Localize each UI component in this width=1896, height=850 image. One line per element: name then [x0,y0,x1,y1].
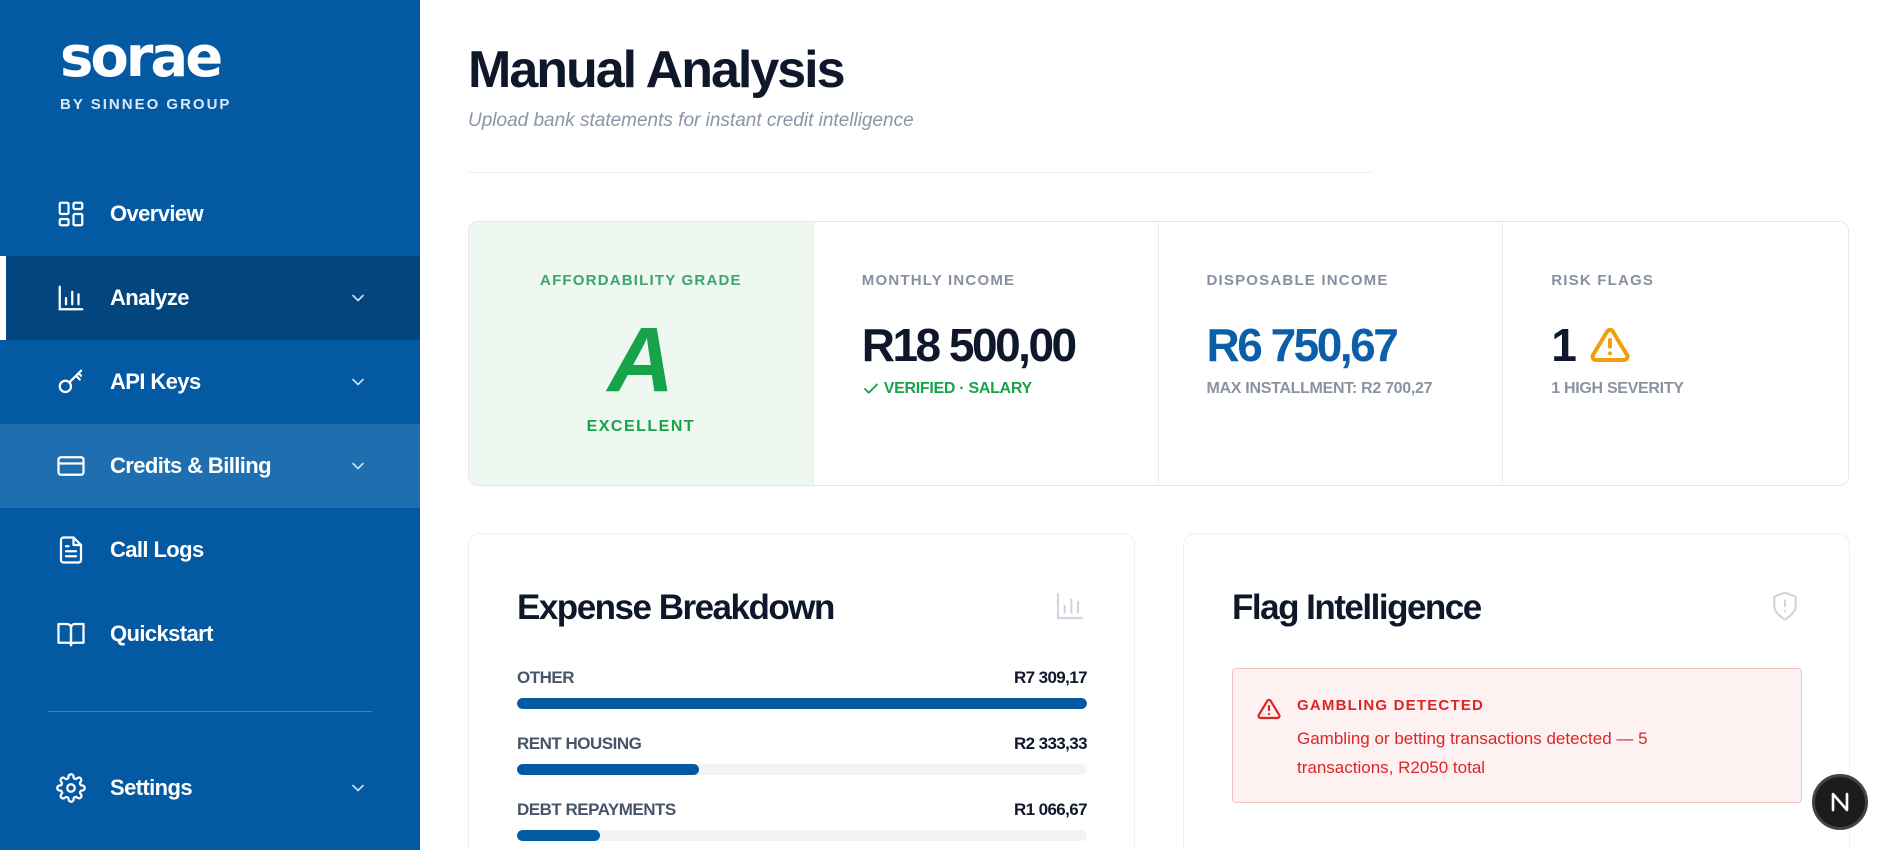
stat-label: MONTHLY INCOME [861,272,1016,289]
expense-bar-track [517,830,1087,841]
expense-bar-fill [517,698,1087,709]
stat-note: 1 HIGH SEVERITY [1551,380,1684,397]
expense-category: RENT HOUSING [517,734,642,753]
stat-label: DISPOSABLE INCOME [1206,272,1389,289]
dev-tools-badge[interactable] [1812,774,1868,830]
sidebar-divider [48,711,372,712]
list-item: OTHER R7 309,17 [517,668,1088,734]
sidebar-item-overview[interactable]: Overview [0,172,420,256]
stat-monthly-income: MONTHLY INCOME R18 500,00 VERIFIED · SAL… [814,222,1159,485]
expense-category: DEBT REPAYMENTS [517,800,676,819]
flag-title: GAMBLING DETECTED [1297,697,1485,714]
book-open-icon [56,619,86,649]
stat-label: RISK FLAGS [1551,272,1655,289]
sidebar-item-label: Call Logs [110,537,204,562]
risk-value-row: 1 [1551,320,1631,370]
sidebar-item-label: Overview [110,201,204,226]
n-logo-icon [1831,792,1849,812]
gear-icon [56,773,86,803]
title-divider [468,172,1373,173]
stat-disposable-income: DISPOSABLE INCOME R6 750,67 MAX INSTALLM… [1159,222,1504,485]
expense-bar-track [517,698,1087,709]
list-item: RENT HOUSING R2 333,33 [517,734,1088,800]
flag-alert[interactable]: GAMBLING DETECTED Gambling or betting tr… [1232,668,1802,803]
grade-rating: EXCELLENT [586,418,696,435]
brand-tagline: BY SINNEO GROUP [60,96,232,113]
sidebar-item-call-logs[interactable]: Call Logs [0,508,420,592]
page-subtitle: Upload bank statements for instant credi… [468,110,914,131]
stat-label: AFFORDABILITY GRADE [540,272,742,289]
flag-description: Gambling or betting transactions detecte… [1297,729,1648,777]
sidebar-settings: Settings [0,746,420,830]
stat-note: VERIFIED · SALARY [862,380,1032,398]
document-icon [56,535,86,565]
expense-amount: R1 066,67 [1013,800,1088,819]
card-title: Expense Breakdown [517,588,835,627]
stat-value: R6 750,67 [1206,319,1399,371]
sidebar: sorae BY SINNEO GROUP Overview Analyze [0,0,420,850]
expense-category: OTHER [517,668,575,687]
grid-icon [56,199,86,229]
sidebar-item-label: Analyze [110,285,190,310]
income-verification: VERIFIED · SALARY [883,380,1032,397]
chevron-down-icon[interactable] [348,288,368,308]
expense-bar-track [517,764,1087,775]
expense-list: OTHER R7 309,17 RENT HOUSING R2 333,33 D… [517,668,1088,850]
expense-amount: R7 309,17 [1013,668,1088,687]
list-item: DEBT REPAYMENTS R1 066,67 [517,800,1088,850]
bar-chart-icon [1054,590,1086,627]
sidebar-item-label: Credits & Billing [110,453,272,478]
sidebar-item-label: API Keys [110,369,201,394]
expense-bar-fill [517,764,699,775]
card-title: Flag Intelligence [1232,588,1482,627]
brand-name: sorae [60,25,223,90]
page-title: Manual Analysis [468,41,846,99]
sidebar-item-settings[interactable]: Settings [0,746,420,830]
chevron-down-icon[interactable] [348,778,368,798]
brand-logo[interactable]: sorae BY SINNEO GROUP [60,25,232,114]
sidebar-item-credits-billing[interactable]: Credits & Billing [0,424,420,508]
stats-panel: AFFORDABILITY GRADE A EXCELLENT MONTHLY … [468,221,1849,486]
stat-value: 1 [1551,319,1577,371]
warning-icon [1257,697,1281,726]
expense-bar-fill [517,830,601,841]
expense-amount: R2 333,33 [1013,734,1088,753]
check-icon [862,380,880,398]
shield-alert-icon [1769,590,1801,627]
sidebar-item-label: Quickstart [110,621,213,646]
bar-chart-icon [56,283,86,313]
sidebar-item-analyze[interactable]: Analyze [0,256,420,340]
credit-card-icon [56,451,86,481]
sidebar-item-api-keys[interactable]: API Keys [0,340,420,424]
sidebar-item-label: Settings [110,775,193,800]
chevron-down-icon[interactable] [348,372,368,392]
key-icon [56,367,86,397]
expense-breakdown-card: Expense Breakdown OTHER R7 309,17 RENT H… [468,533,1135,850]
stat-note: MAX INSTALLMENT: R2 700,27 [1206,380,1433,397]
chevron-down-icon[interactable] [348,456,368,476]
sidebar-item-quickstart[interactable]: Quickstart [0,592,420,676]
warning-icon [1589,325,1631,365]
stat-risk-flags: RISK FLAGS 1 1 HIGH SEVERITY [1503,222,1848,485]
stat-value: R18 500,00 [861,319,1077,371]
stat-affordability-grade: AFFORDABILITY GRADE A EXCELLENT [469,222,814,485]
flag-intelligence-card: Flag Intelligence GAMBLING DETECTED Gamb… [1183,533,1850,850]
grade-letter: A [607,309,675,411]
sidebar-nav: Overview Analyze API Keys [0,172,420,676]
